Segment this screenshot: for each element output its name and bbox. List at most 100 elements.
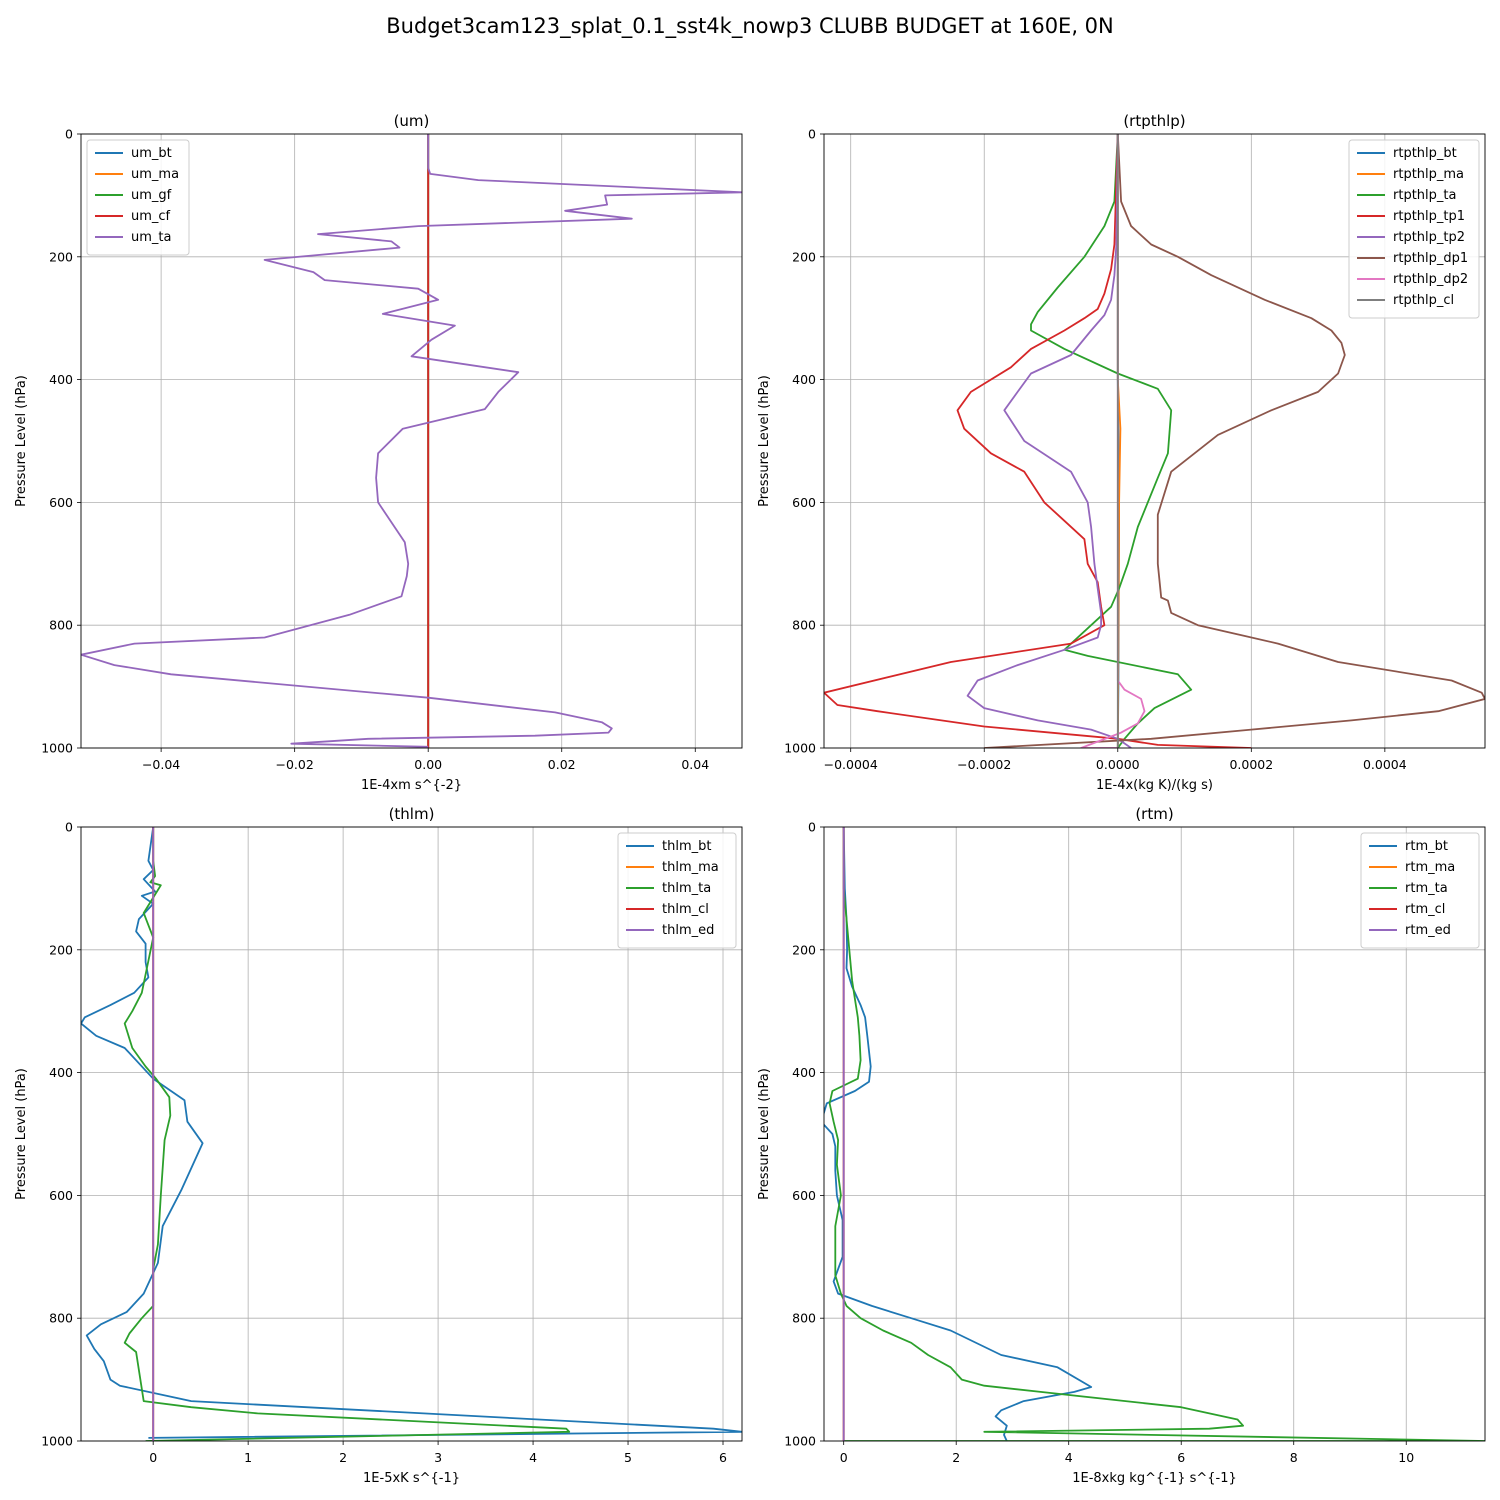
legend-entry: um_ta (131, 230, 171, 245)
y-tick-label: 600 (792, 495, 816, 510)
axes-frame (823, 133, 1486, 749)
x-axis-label: 1E-5xK s^{-1} (363, 1471, 460, 1486)
legend-entry: rtpthlp_dp2 (1393, 272, 1468, 287)
legend-entry: rtm_cl (1405, 902, 1445, 917)
x-tick-label: 5 (624, 1450, 632, 1465)
legend-entry: thlm_ma (662, 860, 719, 875)
x-tick-label: 4 (529, 1450, 537, 1465)
x-tick-label: 0.02 (548, 757, 576, 772)
series-line-rtpthlp_ta (1030, 134, 1193, 748)
y-tick-label: 400 (49, 372, 73, 387)
x-tick-label: 4 (1065, 1450, 1073, 1465)
y-tick-label: 200 (792, 249, 816, 264)
series-line-rtpthlp_tp1 (824, 134, 1252, 748)
y-tick-label: 200 (792, 942, 816, 957)
legend-entry: rtm_ed (1405, 923, 1451, 938)
legend-box (86, 139, 190, 256)
legend-box (617, 832, 737, 949)
series-group (81, 134, 742, 748)
x-tick-label: −0.04 (142, 757, 180, 772)
panel-title: (rtpthlp) (1123, 112, 1185, 130)
y-tick-label: 1000 (784, 1434, 816, 1449)
legend-entry: rtm_ma (1405, 860, 1455, 875)
y-axis-label: Pressure Level (hPa) (757, 375, 772, 507)
legend-entry: rtpthlp_dp1 (1393, 251, 1468, 266)
legend-entry: thlm_bt (662, 839, 711, 854)
y-tick-label: 0 (65, 820, 73, 835)
x-axis-label: 1E-4xm s^{-2} (361, 778, 462, 793)
y-tick-label: 1000 (41, 741, 73, 756)
series-group (824, 134, 1485, 748)
legend: thlm_bt thlm_ma thlm_ta thlm_cl thlm_ed (617, 832, 737, 949)
panel-title: (thlm) (389, 805, 435, 823)
legend-entry: rtpthlp_tp2 (1393, 230, 1465, 245)
x-tick-label: 0.0000 (1096, 757, 1140, 772)
series-line-rtpthlp_tp2 (966, 134, 1132, 748)
axes-frame (823, 826, 1486, 1442)
panel-title: (um) (394, 112, 430, 130)
x-tick-label: 0.00 (414, 757, 442, 772)
legend-box (1360, 832, 1480, 949)
panel-rtpthlp: −0.0004 −0.0002 0.0000 0.0002 0.0004 0 200 400 6… (757, 112, 1486, 793)
legend-box (1348, 139, 1480, 319)
x-tick-label: −0.0002 (957, 757, 1011, 772)
y-tick-label: 400 (49, 1065, 73, 1080)
y-tick-label: 800 (792, 1311, 816, 1326)
x-tick-label: 0.0002 (1229, 757, 1273, 772)
series-line-rtm_bt (824, 827, 1093, 1441)
figure-title: Budget3cam123_splat_0.1_sst4k_nowp3 CLUB… (386, 14, 1114, 38)
x-tick-label: 1 (244, 1450, 252, 1465)
y-tick-label: 0 (808, 127, 816, 142)
legend: rtm_bt rtm_ma rtm_ta rtm_cl rtm_ed (1360, 832, 1480, 949)
x-tick-label: 0.0004 (1363, 757, 1407, 772)
x-tick-label: −0.0004 (824, 757, 878, 772)
legend-entry: rtpthlp_tp1 (1393, 209, 1465, 224)
series-line-rtpthlp_dp2 (1080, 134, 1146, 748)
legend-entry: um_cf (131, 209, 171, 224)
y-tick-label: 600 (792, 1188, 816, 1203)
legend-entry: thlm_cl (662, 902, 709, 917)
series-group (824, 827, 1485, 1441)
x-axis-label: 1E-4x(kg K)/(kg s) (1096, 778, 1213, 793)
y-tick-label: 800 (49, 1311, 73, 1326)
panel-um: −0.04 −0.02 0.00 0.02 0.04 0 200 400 600 800 1000 (… (14, 112, 743, 793)
x-tick-label: 2 (952, 1450, 960, 1465)
y-axis-label: Pressure Level (hPa) (14, 1068, 29, 1200)
y-tick-label: 800 (792, 618, 816, 633)
y-tick-label: 600 (49, 1188, 73, 1203)
x-axis-label: 1E-8xkg kg^{-1} s^{-1} (1072, 1471, 1237, 1486)
y-tick-label: 200 (49, 249, 73, 264)
series-line-thlm_ta (123, 827, 571, 1441)
series-group (81, 827, 742, 1441)
y-tick-label: 400 (792, 372, 816, 387)
x-tick-label: 8 (1290, 1450, 1298, 1465)
x-tick-label: 0 (149, 1450, 157, 1465)
y-tick-label: 600 (49, 495, 73, 510)
axes-frame (80, 826, 743, 1442)
x-tick-label: 2 (339, 1450, 347, 1465)
legend-entry: thlm_ta (662, 881, 711, 896)
legend-entry: rtm_ta (1405, 881, 1448, 896)
y-axis-label: Pressure Level (hPa) (757, 1068, 772, 1200)
y-tick-label: 1000 (41, 1434, 73, 1449)
series-line-rtm_ta (828, 827, 1485, 1441)
legend-entry: rtpthlp_cl (1393, 293, 1454, 308)
legend-entry: um_ma (131, 167, 179, 182)
legend-entry: rtpthlp_ta (1393, 188, 1456, 203)
y-tick-label: 0 (65, 127, 73, 142)
x-tick-label: −0.02 (276, 757, 314, 772)
panel-title: (rtm) (1135, 805, 1173, 823)
x-tick-label: 10 (1398, 1450, 1414, 1465)
y-tick-label: 800 (49, 618, 73, 633)
y-tick-label: 0 (808, 820, 816, 835)
series-line-um_ta (81, 134, 742, 748)
y-tick-label: 400 (792, 1065, 816, 1080)
axes-frame (80, 133, 743, 749)
y-tick-label: 1000 (784, 741, 816, 756)
legend-entry: rtm_bt (1405, 839, 1448, 854)
y-tick-label: 200 (49, 942, 73, 957)
legend-entry: um_bt (131, 146, 172, 161)
x-tick-label: 6 (719, 1450, 727, 1465)
series-line-rtpthlp_dp1 (984, 134, 1485, 748)
legend: um_bt um_ma um_gf um_cf um_ta (86, 139, 190, 256)
